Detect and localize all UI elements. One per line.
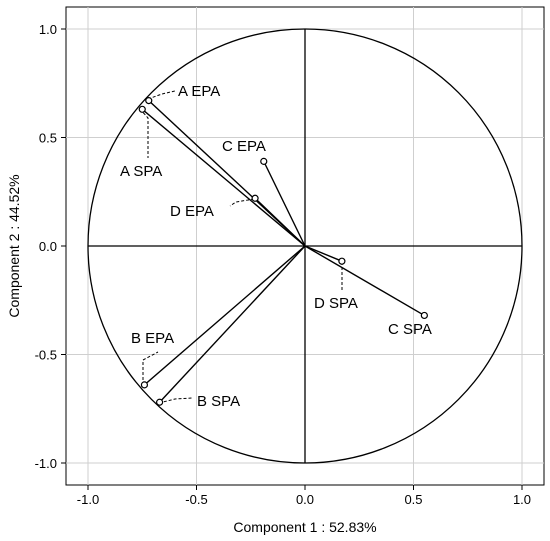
- y-axis-title: Component 2 : 44.52%: [6, 174, 22, 317]
- label-c-epa: C EPA: [222, 138, 266, 155]
- y-tick-label: -0.5: [35, 348, 57, 363]
- y-tick-label: 0.5: [39, 131, 57, 146]
- x-tick-label: -1.0: [77, 492, 99, 507]
- vector-d-spa: [304, 245, 343, 262]
- leader-d-epa: [229, 198, 255, 207]
- y-tick-label: 1.0: [39, 22, 57, 37]
- vector-c-epa: [263, 161, 306, 247]
- loading-points: [138, 97, 428, 406]
- loading-vectors: [141, 100, 425, 403]
- x-tick-label: 0.5: [404, 492, 422, 507]
- label-a-epa: A EPA: [178, 83, 220, 100]
- vector-b-epa: [143, 245, 306, 386]
- vector-b-spa: [159, 245, 306, 403]
- vector-d-epa: [254, 197, 306, 247]
- point-a-spa: [138, 105, 146, 113]
- point-d-spa: [338, 257, 346, 265]
- label-d-epa: D EPA: [170, 203, 214, 220]
- leader-b-epa: [142, 351, 159, 385]
- axis-ticks: -1.0 1.0 -0.5 0.5 0.0 0.0 0.5 -0.5 1.0 -1.0: [35, 22, 531, 507]
- label-a-spa: A SPA: [120, 163, 162, 180]
- point-b-epa: [140, 381, 149, 389]
- x-tick-label: 1.0: [513, 492, 531, 507]
- x-tick-label: 0.0: [296, 492, 314, 507]
- y-tick-label: -1.0: [35, 456, 57, 471]
- point-c-epa: [260, 157, 268, 165]
- label-b-spa: B SPA: [197, 393, 240, 410]
- y-tick-label: 0.0: [39, 239, 57, 254]
- label-leader-lines: [139, 90, 343, 404]
- point-c-spa: [420, 311, 428, 320]
- x-axis-title: Component 1 : 52.83%: [233, 519, 376, 535]
- vector-c-spa: [304, 245, 425, 317]
- label-d-spa: D SPA: [314, 295, 358, 312]
- point-a-epa: [145, 97, 153, 105]
- vector-a-spa: [141, 108, 306, 247]
- point-labels: A EPA A SPA C EPA D EPA D SPA C SPA B EPA B SPA: [120, 83, 432, 410]
- leader-b-spa: [158, 397, 193, 404]
- leader-a-spa: [139, 108, 149, 158]
- point-d-epa: [251, 194, 259, 202]
- label-c-spa: C SPA: [388, 321, 432, 338]
- label-b-epa: B EPA: [131, 330, 174, 347]
- point-b-spa: [156, 398, 164, 406]
- x-tick-label: -0.5: [185, 492, 207, 507]
